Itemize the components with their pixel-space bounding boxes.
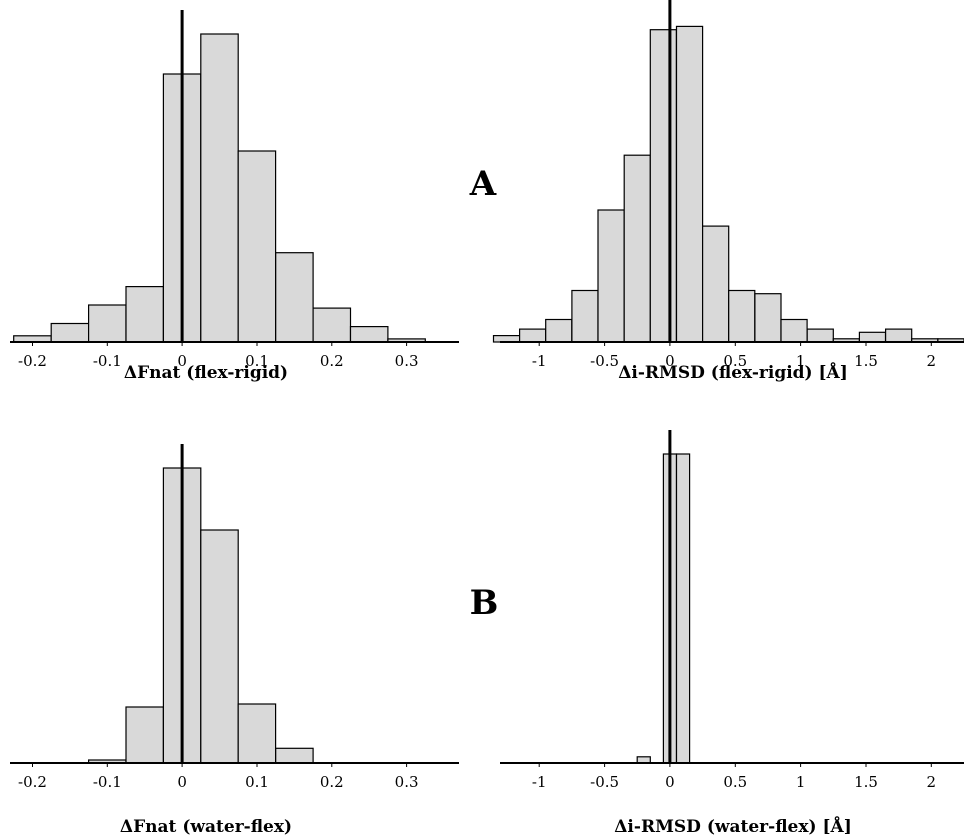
- histogram-bar-fnat-flex-rigid-3: [125, 286, 165, 343]
- x-axis-label-fnat-flex-rigid: ΔFnat (flex-rigid): [124, 363, 288, 383]
- histogram-bar-irmsd-flex-rigid-15: [884, 328, 913, 343]
- panel-label-b: B: [470, 583, 499, 623]
- x-tick-label-fnat-flex-rigid-5: 0.3: [395, 352, 419, 370]
- x-tick-label-irmsd-water-flex-3: 0.5: [723, 773, 747, 791]
- histogram-bar-irmsd-flex-rigid-6: [649, 29, 677, 343]
- histogram-bar-irmsd-flex-rigid-10: [754, 293, 782, 343]
- x-axis-label-fnat-water-flex: ΔFnat (water-flex): [120, 817, 292, 837]
- x-tick-label-fnat-water-flex-1: -0.1: [93, 773, 122, 791]
- histogram-bar-fnat-water-flex-4: [237, 703, 277, 764]
- x-tick-label-irmsd-flex-rigid-3: 0.5: [723, 352, 747, 370]
- histogram-bar-irmsd-flex-rigid-5: [623, 154, 651, 343]
- x-tick-label-fnat-flex-rigid-2: 0: [177, 352, 187, 370]
- x-tick-label-irmsd-water-flex-4: 1: [796, 773, 806, 791]
- histogram-bar-fnat-flex-rigid-5: [200, 33, 239, 343]
- x-tick-label-irmsd-flex-rigid-0: -1: [532, 352, 547, 370]
- x-tick-label-fnat-water-flex-3: 0.1: [245, 773, 269, 791]
- x-tick-label-fnat-water-flex-2: 0: [177, 773, 187, 791]
- x-axis-label-irmsd-flex-rigid: Δi-RMSD (flex-rigid) [Å]: [618, 361, 848, 383]
- x-tick-label-irmsd-water-flex-5: 1.5: [854, 773, 878, 791]
- histogram-bar-irmsd-flex-rigid-12: [806, 328, 834, 343]
- histogram-bar-irmsd-flex-rigid-9: [728, 289, 756, 343]
- x-tick-label-fnat-water-flex-0: -0.2: [18, 773, 47, 791]
- histogram-bar-fnat-water-flex-3: [200, 529, 239, 764]
- x-tick-label-fnat-water-flex-5: 0.3: [395, 773, 419, 791]
- histogram-bar-fnat-flex-rigid-8: [312, 307, 352, 343]
- x-tick-label-irmsd-flex-rigid-6: 2: [927, 352, 937, 370]
- x-tick-label-fnat-flex-rigid-4: 0.2: [320, 352, 344, 370]
- histogram-bar-irmsd-water-flex-2: [675, 453, 691, 764]
- x-axis-label-irmsd-water-flex: Δi-RMSD (water-flex) [Å]: [614, 815, 852, 837]
- chart-irmsd-water-flex: Δi-RMSD (water-flex) [Å] -1 -0.5 0 0.5 1 1.5 2: [500, 430, 964, 837]
- x-tick-label-fnat-flex-rigid-1: -0.1: [93, 352, 122, 370]
- histogram-bar-fnat-water-flex-5: [275, 747, 314, 764]
- histogram-bar-irmsd-flex-rigid-1: [518, 328, 547, 343]
- histogram-bar-irmsd-flex-rigid-14: [858, 331, 887, 343]
- histogram-bar-irmsd-flex-rigid-7: [675, 25, 704, 343]
- histogram-bar-fnat-flex-rigid-6: [237, 150, 277, 343]
- histogram-bar-fnat-flex-rigid-1: [50, 322, 90, 343]
- histogram-bar-fnat-flex-rigid-7: [275, 252, 314, 343]
- x-tick-label-irmsd-water-flex-6: 2: [927, 773, 937, 791]
- x-tick-label-irmsd-flex-rigid-4: 1: [796, 352, 806, 370]
- x-tick-label-irmsd-water-flex-0: -1: [532, 773, 547, 791]
- x-tick-label-irmsd-water-flex-2: 0: [665, 773, 675, 791]
- chart-fnat-water-flex: ΔFnat (water-flex) -0.2 -0.1 0 0.1 0.2 0.3: [10, 444, 459, 837]
- x-tick-label-irmsd-flex-rigid-2: 0: [665, 352, 675, 370]
- histogram-bar-fnat-flex-rigid-2: [87, 304, 127, 343]
- x-tick-label-fnat-flex-rigid-0: -0.2: [18, 352, 47, 370]
- x-tick-label-irmsd-flex-rigid-5: 1.5: [854, 352, 878, 370]
- chart-fnat-flex-rigid: ΔFnat (flex-rigid) -0.2 -0.1 0 0.1 0.2 0.3: [10, 10, 459, 383]
- x-tick-label-fnat-water-flex-4: 0.2: [320, 773, 344, 791]
- histogram-bar-irmsd-flex-rigid-11: [780, 318, 808, 343]
- x-tick-label-fnat-flex-rigid-3: 0.1: [245, 352, 269, 370]
- x-tick-label-irmsd-water-flex-1: -0.5: [590, 773, 619, 791]
- histogram-bar-fnat-water-flex-1: [125, 706, 165, 764]
- histogram-bar-irmsd-flex-rigid-8: [701, 225, 730, 343]
- chart-irmsd-flex-rigid: Δi-RMSD (flex-rigid) [Å] -1 -0.5 0 0.5 1 1.5 2: [492, 0, 964, 383]
- histogram-bar-irmsd-flex-rigid-4: [597, 209, 625, 343]
- x-tick-label-irmsd-flex-rigid-1: -0.5: [590, 352, 619, 370]
- panel-label-a: A: [469, 164, 497, 204]
- histogram-bar-fnat-flex-rigid-9: [349, 326, 389, 343]
- histogram-bar-irmsd-flex-rigid-2: [545, 318, 573, 343]
- histogram-bar-irmsd-flex-rigid-3: [571, 289, 599, 343]
